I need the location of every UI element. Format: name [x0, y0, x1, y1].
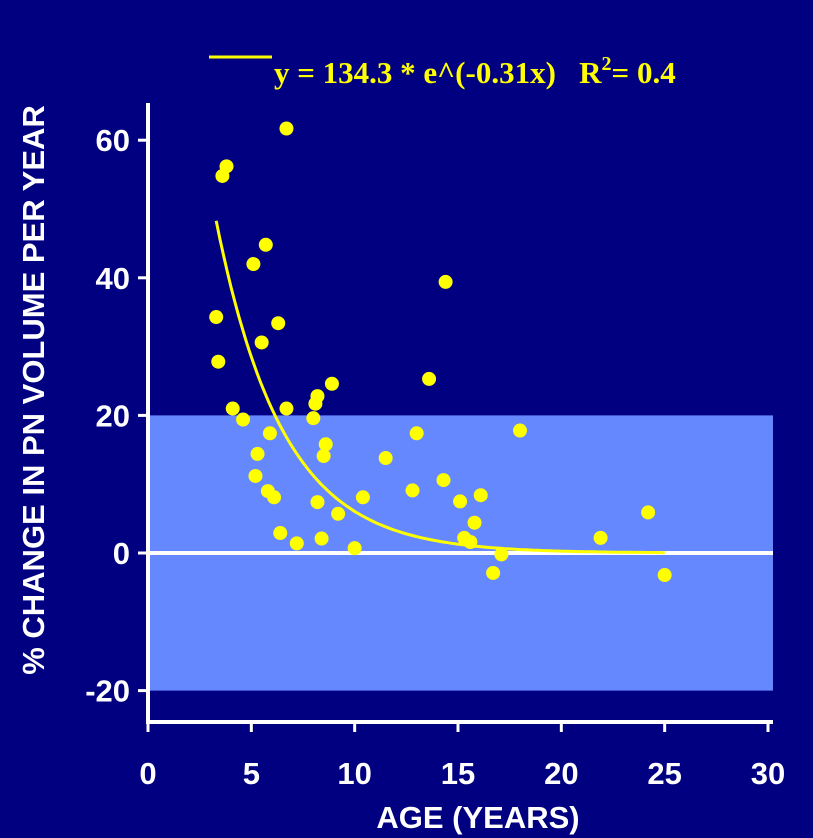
data-point: [593, 530, 608, 545]
fit-r2-superscript: 2: [602, 53, 612, 75]
data-point: [314, 531, 329, 546]
data-point: [279, 401, 294, 416]
fit-curve: [214, 220, 665, 555]
x-axis-ticks: 0 5 10 15 20 25 30: [139, 722, 785, 791]
data-point: [405, 483, 420, 498]
y-tick-label: 0: [113, 536, 130, 571]
data-point: [310, 495, 325, 510]
x-tick-label: 0: [139, 756, 156, 791]
y-tick-label: -20: [85, 674, 130, 709]
data-point: [310, 389, 325, 404]
data-point: [258, 237, 273, 252]
y-axis-title: % CHANGE IN PN VOLUME PER YEAR: [16, 105, 51, 675]
y-tick-label: 40: [96, 261, 130, 296]
x-tick-label: 5: [243, 756, 260, 791]
data-point: [657, 568, 672, 583]
data-point: [271, 316, 286, 331]
fit-r2-value: = 0.4: [612, 55, 676, 90]
data-points: [209, 121, 672, 583]
data-point: [378, 451, 393, 466]
data-point: [306, 411, 321, 426]
data-point: [422, 371, 437, 386]
data-point: [209, 310, 224, 325]
data-point: [409, 426, 424, 441]
data-point: [246, 257, 261, 272]
data-point: [486, 565, 501, 580]
data-point: [267, 490, 282, 505]
x-tick-label: 25: [647, 756, 681, 791]
data-point: [262, 426, 277, 441]
data-point: [494, 547, 509, 562]
data-point: [279, 121, 294, 136]
y-axis-ticks: -20 0 20 40 60: [85, 123, 148, 709]
data-point: [225, 401, 240, 416]
data-point: [347, 541, 362, 556]
data-point: [318, 437, 333, 452]
data-point: [254, 335, 269, 350]
data-point: [250, 446, 265, 461]
x-axis-title: AGE (YEARS): [376, 800, 579, 835]
data-point: [355, 490, 370, 505]
data-point: [463, 534, 478, 549]
data-point: [273, 526, 288, 541]
data-point: [473, 488, 488, 503]
x-tick-label: 20: [544, 756, 578, 791]
data-point: [331, 506, 346, 521]
y-tick-label: 20: [96, 398, 130, 433]
fit-equation-main: y = 134.3 * e^(-0.31x) R: [274, 55, 602, 90]
data-point: [467, 515, 482, 530]
data-point: [219, 159, 234, 174]
data-point: [316, 448, 331, 463]
data-point: [641, 505, 656, 520]
data-point: [289, 536, 304, 551]
data-point: [236, 412, 251, 427]
data-point: [324, 376, 339, 391]
fit-equation: y = 134.3 * e^(-0.31x) R2= 0.4: [274, 53, 676, 90]
data-point: [453, 494, 468, 509]
data-point: [436, 473, 451, 488]
data-point: [211, 354, 226, 369]
y-tick-label: 60: [96, 123, 130, 158]
x-tick-label: 30: [751, 756, 785, 791]
data-point: [438, 274, 453, 289]
x-tick-label: 15: [441, 756, 475, 791]
data-point: [513, 423, 527, 438]
x-tick-label: 10: [337, 756, 371, 791]
data-point: [248, 468, 263, 483]
